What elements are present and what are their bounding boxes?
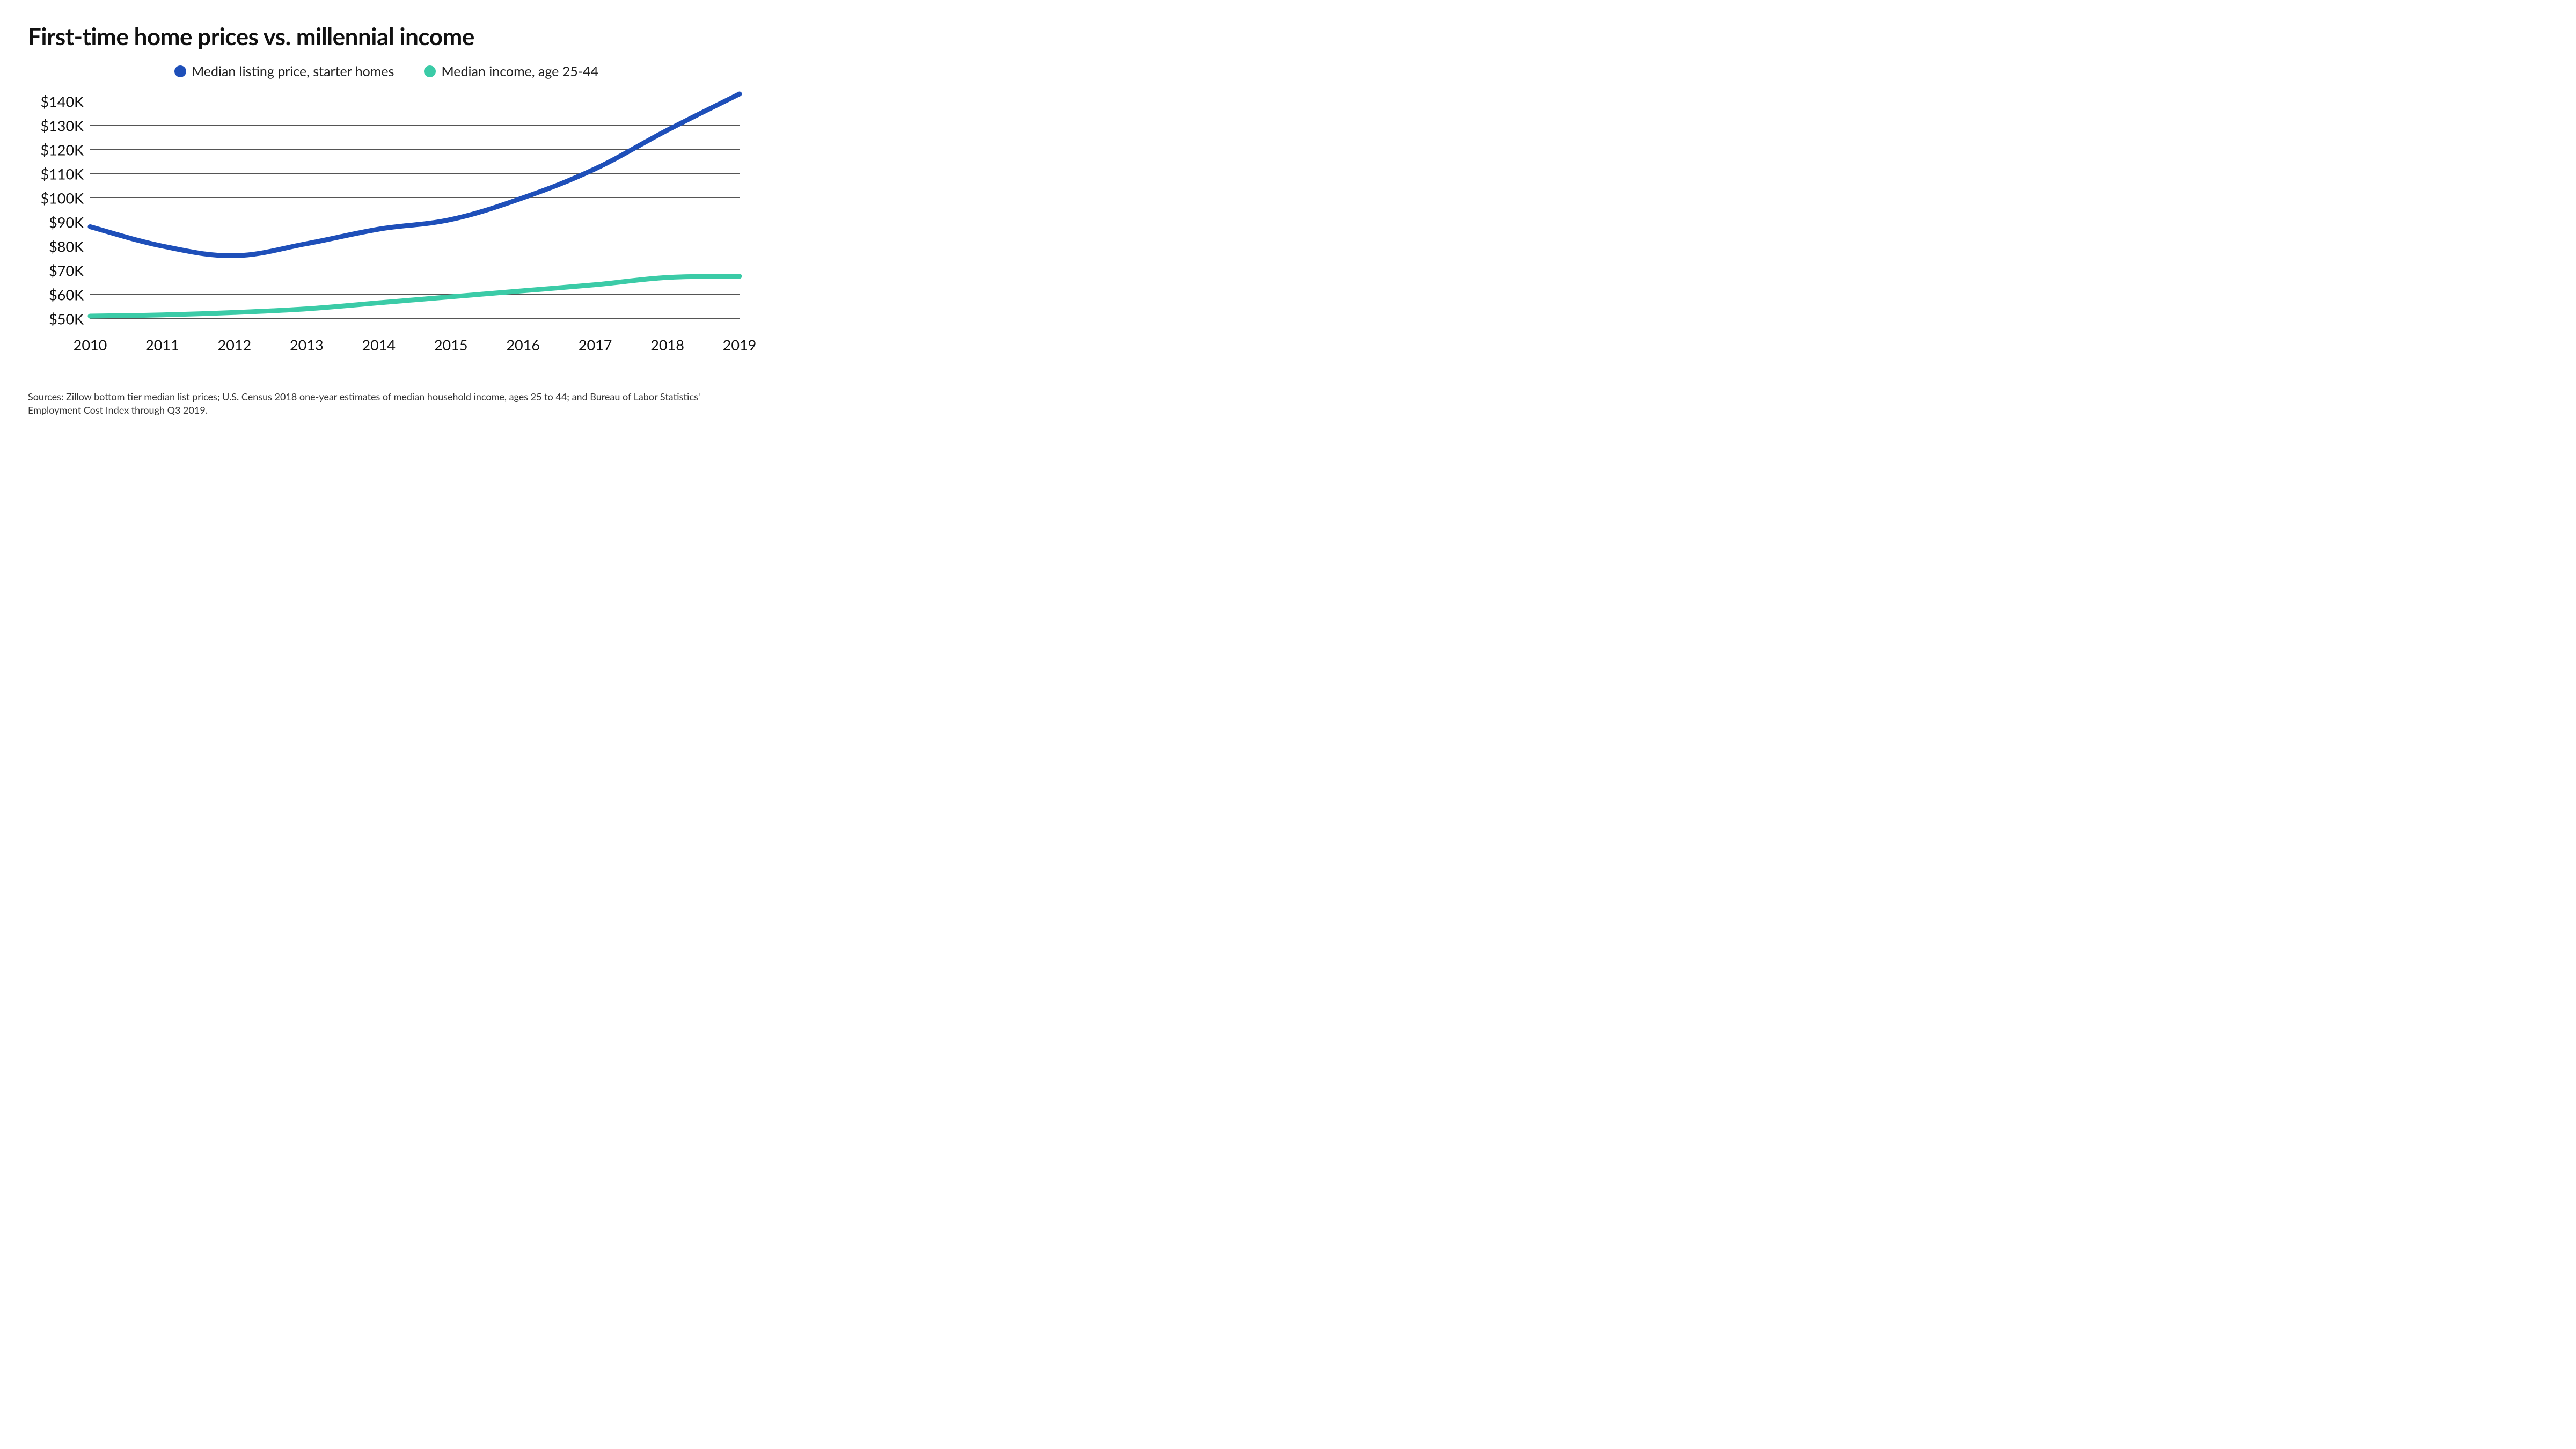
y-tick-label: $80K	[49, 237, 84, 255]
legend-item-income: Median income, age 25-44	[424, 63, 598, 79]
y-tick-label: $120K	[40, 141, 84, 158]
y-tick-label: $140K	[40, 92, 84, 110]
chart: $50K $60K $70K $80K $90K $100K $110K $120K $130K…	[28, 89, 745, 357]
legend-dot-icon	[424, 65, 436, 77]
y-tick-label: $60K	[49, 286, 84, 303]
x-axis-labels: 2010201120122013201420152016201720182019	[90, 336, 740, 355]
x-tick-label: 2012	[218, 336, 252, 354]
plot-area	[90, 89, 740, 331]
y-tick-label: $100K	[40, 189, 84, 207]
x-tick-label: 2015	[434, 336, 468, 354]
x-tick-label: 2017	[579, 336, 612, 354]
legend-label: Median listing price, starter homes	[192, 63, 394, 79]
y-tick-label: $70K	[49, 261, 84, 279]
x-tick-label: 2014	[362, 336, 396, 354]
x-tick-label: 2011	[145, 336, 179, 354]
y-tick-label: $130K	[40, 116, 84, 134]
chart-title: First-time home prices vs. millennial in…	[28, 23, 745, 50]
legend-dot-icon	[174, 65, 186, 77]
x-tick-label: 2010	[74, 336, 107, 354]
y-tick-label: $90K	[49, 213, 84, 231]
source-footer: Sources: Zillow bottom tier median list …	[28, 390, 745, 416]
y-tick-label: $50K	[49, 310, 84, 327]
legend-item-listing-price: Median listing price, starter homes	[174, 63, 394, 79]
x-tick-label: 2018	[650, 336, 684, 354]
x-tick-label: 2019	[723, 336, 757, 354]
legend-label: Median income, age 25-44	[441, 63, 598, 79]
x-tick-label: 2016	[506, 336, 540, 354]
legend: Median listing price, starter homes Medi…	[28, 63, 745, 79]
x-tick-label: 2013	[290, 336, 324, 354]
y-tick-label: $110K	[40, 165, 84, 182]
